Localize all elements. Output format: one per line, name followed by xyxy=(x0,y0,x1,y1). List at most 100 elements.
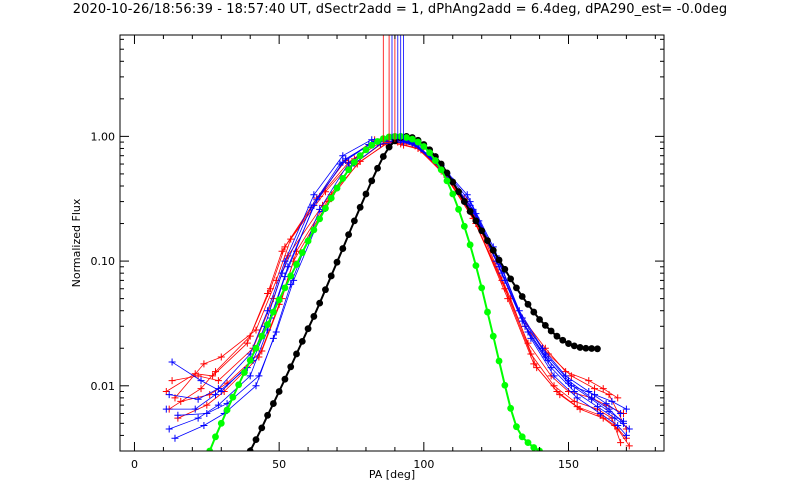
data-point xyxy=(162,405,170,413)
data-point xyxy=(310,313,318,320)
data-point xyxy=(345,166,352,174)
data-point xyxy=(596,409,604,417)
data-point xyxy=(174,411,182,419)
data-point xyxy=(489,332,497,340)
data-point xyxy=(466,208,474,215)
data-point xyxy=(290,276,298,284)
data-point xyxy=(304,237,312,245)
data-point xyxy=(298,337,306,345)
series-line xyxy=(180,141,630,447)
data-point xyxy=(443,177,451,185)
data-point xyxy=(518,293,526,300)
data-point xyxy=(541,353,549,361)
data-point xyxy=(316,215,324,223)
data-point xyxy=(203,401,211,409)
data-point xyxy=(264,411,271,419)
data-point xyxy=(573,394,581,402)
data-point xyxy=(570,387,578,395)
data-point xyxy=(426,149,434,157)
data-point xyxy=(530,444,538,451)
data-point xyxy=(278,247,286,255)
data-point xyxy=(466,241,474,249)
data-point xyxy=(211,368,219,376)
data-point xyxy=(602,400,610,408)
data-point xyxy=(622,405,630,413)
x-tick-label: 150 xyxy=(558,458,579,471)
data-point xyxy=(556,391,564,399)
data-point xyxy=(374,164,381,172)
data-point xyxy=(165,425,173,433)
series-line xyxy=(208,135,541,451)
data-point xyxy=(304,325,312,333)
data-point xyxy=(287,363,295,371)
data-point xyxy=(472,262,480,270)
data-point xyxy=(591,391,599,399)
data-point xyxy=(255,353,263,361)
data-point xyxy=(246,356,254,364)
data-point xyxy=(258,424,266,432)
data-point xyxy=(272,328,280,336)
data-point xyxy=(507,275,515,283)
series-layer xyxy=(162,35,633,451)
data-point xyxy=(264,289,272,297)
data-point xyxy=(327,272,335,280)
data-point xyxy=(162,387,170,395)
data-point xyxy=(241,369,248,376)
data-point xyxy=(252,344,260,352)
data-point xyxy=(576,405,584,413)
y-tick-label: 0.01 xyxy=(91,380,116,393)
data-point xyxy=(214,377,222,385)
data-point xyxy=(287,272,295,280)
data-point xyxy=(547,327,555,335)
plot-frame xyxy=(119,34,665,452)
data-point xyxy=(533,364,541,372)
data-point xyxy=(362,190,370,198)
data-point xyxy=(449,190,457,198)
data-point xyxy=(536,316,543,323)
y-tick-label: 0.10 xyxy=(91,255,116,268)
data-point xyxy=(264,321,271,328)
data-point xyxy=(310,226,318,234)
x-tick-label: 0 xyxy=(131,458,138,471)
data-point xyxy=(594,345,601,353)
data-point xyxy=(322,204,329,212)
data-point xyxy=(200,360,208,368)
data-point xyxy=(269,400,277,407)
data-point xyxy=(206,447,214,451)
data-point xyxy=(593,403,601,411)
data-point xyxy=(484,308,491,316)
data-point xyxy=(168,358,176,366)
data-point xyxy=(339,175,347,182)
data-point xyxy=(605,408,613,416)
data-point xyxy=(281,284,289,292)
data-point xyxy=(223,406,231,414)
data-point xyxy=(530,308,538,316)
data-point xyxy=(287,235,295,243)
data-point xyxy=(385,143,393,151)
series-red-4 xyxy=(162,133,622,402)
data-point xyxy=(211,391,219,399)
data-point xyxy=(214,385,222,393)
data-point xyxy=(293,261,300,268)
data-point xyxy=(310,191,318,199)
data-point xyxy=(209,372,217,380)
data-point xyxy=(455,188,462,196)
data-point xyxy=(235,381,243,389)
data-point xyxy=(582,344,590,352)
data-point xyxy=(507,404,515,412)
data-point xyxy=(379,153,387,160)
data-point xyxy=(524,300,532,308)
data-point xyxy=(281,375,289,383)
series-line xyxy=(174,140,630,439)
data-point xyxy=(374,138,381,145)
data-point xyxy=(264,307,272,315)
data-point xyxy=(562,372,570,380)
data-point xyxy=(585,387,593,395)
series-black-12 xyxy=(246,132,601,451)
data-point xyxy=(617,409,625,417)
data-point xyxy=(313,196,321,204)
data-point xyxy=(501,265,509,273)
data-point xyxy=(518,433,526,441)
y-axis-label: Normalized Flux xyxy=(70,198,83,287)
